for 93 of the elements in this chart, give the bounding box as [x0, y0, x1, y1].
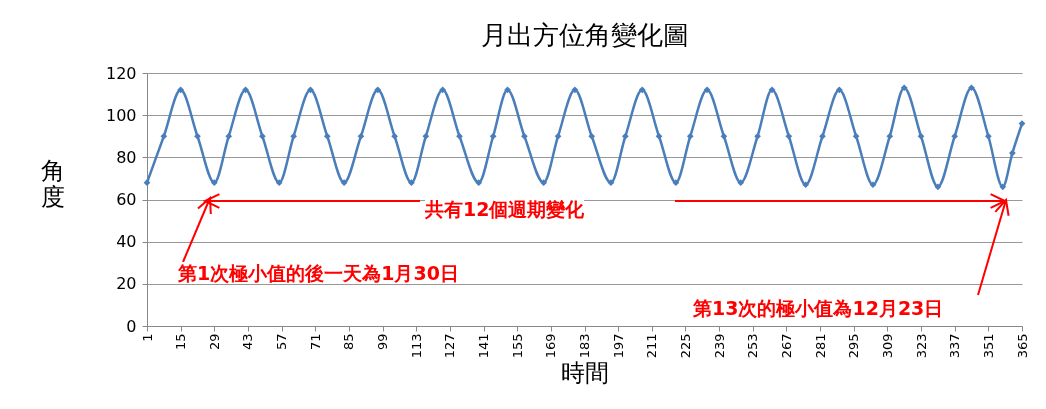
y-tick-label: 120: [105, 63, 137, 83]
point: [835, 86, 843, 94]
point: [951, 132, 959, 140]
x-tick-label: 197: [610, 333, 626, 359]
point: [852, 132, 860, 140]
point: [439, 86, 447, 94]
point: [622, 132, 629, 140]
point: [686, 132, 694, 140]
y-tick-label: 100: [105, 105, 137, 125]
point: [672, 179, 680, 186]
y-tick-label: 40: [116, 232, 137, 252]
point: [802, 181, 810, 189]
y-tick-label: 0: [126, 316, 137, 336]
x-tick-label: 169: [543, 333, 559, 359]
point: [357, 132, 365, 140]
point: [504, 86, 511, 94]
point: [242, 86, 249, 94]
point: [588, 132, 596, 140]
x-tick-label: 211: [644, 333, 660, 359]
x-tick-label: 267: [778, 333, 794, 359]
x-tick-label: 43: [240, 333, 256, 351]
point: [210, 179, 218, 186]
x-tick-label: 295: [846, 333, 862, 359]
point: [422, 132, 430, 140]
point: [984, 132, 992, 140]
x-tick-label: 71: [307, 333, 323, 351]
point: [720, 132, 728, 140]
point: [307, 86, 314, 94]
chart-title: 月出方位角變化圖: [480, 20, 689, 50]
x-tick-label: 351: [980, 333, 996, 359]
point: [323, 132, 331, 140]
point: [160, 132, 168, 140]
point: [408, 179, 415, 186]
point: [999, 183, 1007, 191]
point: [391, 132, 398, 140]
point: [225, 132, 233, 140]
x-tick-label: 127: [442, 333, 458, 359]
point: [607, 179, 615, 186]
point: [456, 132, 463, 140]
x-tick-label: 1: [139, 333, 155, 342]
point: [917, 132, 925, 140]
point: [259, 132, 266, 140]
point: [638, 86, 646, 94]
x-tick-label: 239: [711, 333, 727, 359]
x-tick-label: 141: [476, 333, 492, 359]
annotation: 共有12個週期變化: [425, 198, 585, 220]
x-tick-label: 57: [274, 333, 290, 351]
x-tick-label: 365: [1014, 333, 1030, 359]
point: [540, 179, 547, 186]
annotation: 第13次的極小值為12月23日: [693, 297, 944, 319]
point: [475, 179, 483, 186]
x-tick-label: 323: [913, 333, 929, 359]
point: [785, 132, 793, 140]
point: [737, 179, 745, 186]
point: [521, 132, 528, 140]
x-tick-label: 29: [206, 333, 222, 351]
x-tick-label: 113: [408, 333, 424, 359]
y-tick-label: 20: [116, 274, 137, 294]
x-tick-label: 15: [173, 333, 189, 351]
point: [655, 132, 663, 140]
point: [554, 132, 562, 140]
point: [374, 86, 382, 94]
point: [968, 84, 975, 92]
point: [290, 132, 297, 140]
point: [754, 132, 761, 140]
point: [768, 86, 776, 94]
point: [703, 86, 711, 94]
x-tick-label: 85: [341, 333, 357, 351]
point: [194, 132, 201, 140]
point: [934, 183, 942, 191]
annotation: 第1次極小值的後一天為1月30日: [178, 262, 459, 284]
point: [489, 132, 497, 140]
x-tick-label: 99: [375, 333, 391, 351]
point: [340, 179, 348, 186]
point: [819, 132, 826, 140]
point: [1009, 149, 1016, 157]
point: [571, 86, 579, 94]
x-tick-label: 309: [879, 333, 895, 359]
y-tick-label: 80: [116, 147, 137, 167]
x-tick-label: 183: [577, 333, 592, 359]
x-tick-label: 253: [745, 333, 761, 359]
point: [275, 179, 283, 186]
x-tick-label: 337: [947, 333, 963, 359]
x-tick-label: 281: [812, 333, 828, 359]
y-axis-title: 角度: [40, 156, 65, 211]
point: [886, 132, 894, 140]
x-tick-label: 225: [677, 333, 693, 359]
x-tick-label: 155: [509, 333, 525, 359]
point: [900, 84, 908, 92]
y-tick-label: 60: [116, 190, 137, 209]
x-axis-title: 時間: [561, 359, 609, 388]
point: [177, 86, 185, 94]
point: [869, 181, 877, 189]
